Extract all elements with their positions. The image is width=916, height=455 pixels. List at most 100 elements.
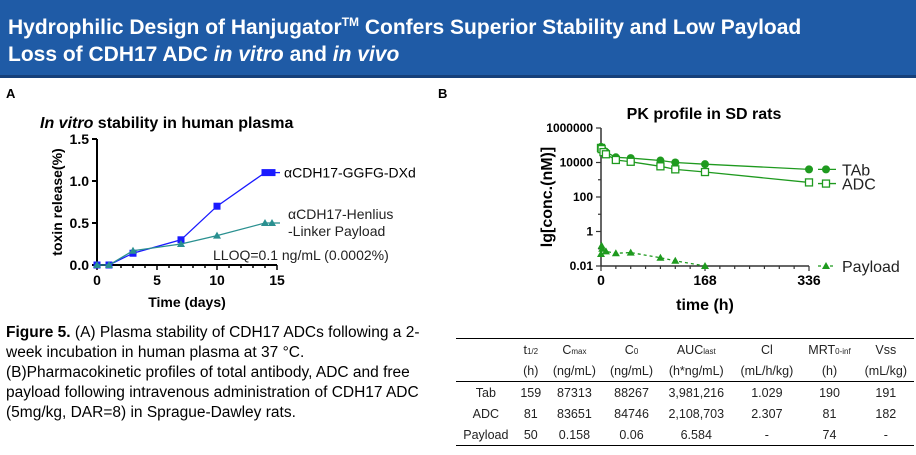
data-point — [701, 160, 709, 169]
data-point — [213, 202, 221, 210]
data-point — [701, 262, 709, 269]
data-point — [626, 248, 635, 256]
legend-label: αCDH17-GGFG-DXd — [284, 165, 416, 181]
table-cell: 6.584 — [660, 424, 733, 446]
y-tick-label: 0.01 — [570, 259, 594, 273]
chart-title: PK profile in SD rats — [627, 106, 782, 123]
x-tick-label: 0 — [93, 272, 101, 288]
data-point — [611, 249, 620, 257]
legend-label: Payload — [842, 259, 900, 276]
table-cell: 159 — [515, 381, 546, 403]
table-cell: 81 — [523, 406, 538, 421]
col-header: Cmax — [545, 338, 603, 360]
table-cell: 1.029 — [732, 381, 802, 403]
col-header: C0 — [602, 338, 661, 360]
data-point — [626, 157, 635, 166]
caption-label: Figure 5. — [6, 324, 71, 341]
table-cell: 74 — [801, 424, 858, 446]
unit: (ng/mL) — [545, 360, 603, 382]
title-text: and — [283, 43, 333, 66]
x-axis-label: time (h) — [676, 297, 734, 314]
data-point — [611, 155, 621, 165]
legend-marker — [821, 179, 831, 188]
unit: (mL/h/kg) — [732, 360, 802, 382]
data-point — [804, 178, 814, 187]
legend-label: ADC — [842, 177, 876, 194]
table-cell: 50 — [515, 424, 546, 446]
title-text: Confers Superior Stability and Low Paylo… — [359, 16, 802, 39]
data-point — [671, 165, 680, 174]
chart-title: In vitro stability in human plasma — [40, 115, 293, 132]
title-text: in vivo — [332, 43, 400, 66]
chart-title-italic: In vitro — [40, 115, 94, 132]
x-tick-label: 5 — [153, 272, 161, 288]
table-cell: 182 — [875, 406, 897, 421]
table-cell: 3,981,216 — [660, 381, 733, 403]
data-point — [671, 158, 680, 167]
col-header: Vss — [857, 338, 914, 360]
y-tick-label: 0.0 — [70, 257, 90, 273]
row-label: ADC — [472, 406, 500, 421]
legend-label: αCDH17-Henlius — [288, 206, 393, 222]
unit: (mL/kg) — [857, 360, 914, 382]
data-point — [105, 261, 113, 268]
table-cell: 191 — [857, 381, 914, 403]
panel-b-label: B — [438, 86, 448, 101]
row-label: Payload — [456, 424, 516, 446]
table-cell: 0.158 — [545, 424, 603, 446]
data-point — [671, 256, 680, 264]
lloq-annotation: LLOQ=0.1 ng/mL (0.0002%) — [213, 247, 389, 263]
x-axis-label: Time (days) — [148, 294, 226, 310]
x-tick-label: 0 — [597, 272, 605, 288]
x-tick-label: 15 — [269, 272, 285, 288]
table-row: Tab 159 87313 88267 3,981,216 1.029 190 191 — [456, 381, 914, 403]
table-cell: 0.06 — [602, 424, 661, 446]
x-tick-label: 10 — [209, 272, 225, 288]
title-text: Loss of CDH17 ADC — [8, 43, 214, 66]
data-point — [601, 247, 610, 255]
data-point — [213, 231, 221, 239]
data-point — [93, 261, 101, 268]
legend-marker — [822, 165, 830, 174]
data-point — [700, 167, 710, 177]
table-cell: - — [857, 424, 914, 446]
y-tick-label: 10000 — [560, 156, 594, 170]
title-text: Hydrophilic Design of Hanjugator — [8, 16, 342, 39]
data-point — [656, 162, 665, 171]
y-axis-label: lg[conc.(nM)] — [539, 147, 556, 247]
table-cell: 83651 — [557, 406, 592, 421]
x-tick-label: 168 — [693, 272, 717, 288]
chart-title-rest: stability in human plasma — [93, 115, 293, 132]
legend-label: -Linker Payload — [288, 223, 385, 239]
y-tick-label: 1000000 — [546, 121, 593, 135]
caption-text: (A) Plasma stability of CDH17 ADCs follo… — [6, 324, 420, 421]
unit: (h*ng/mL) — [660, 360, 733, 382]
table-header-row: t1/2 Cmax C0 AUClast Cl MRT0-inf Vss — [456, 338, 914, 360]
data-point — [177, 236, 185, 244]
legend-marker — [822, 262, 830, 269]
unit: (ng/mL) — [602, 360, 661, 382]
legend-marker — [268, 219, 276, 226]
title-text: in vitro — [213, 43, 284, 66]
col-header: t1/2 — [515, 338, 546, 360]
legend-label: TAb — [842, 162, 870, 179]
row-label: Tab — [456, 381, 516, 403]
figure-caption: Figure 5. (A) Plasma stability of CDH17 … — [6, 323, 426, 423]
unit: (h) — [801, 360, 858, 382]
table-cell: 2.307 — [751, 406, 783, 421]
table-cell: 2,108,703 — [668, 406, 725, 421]
data-point — [597, 241, 606, 249]
data-point — [177, 240, 185, 247]
y-tick-label: 1.5 — [70, 131, 90, 147]
trademark: TM — [341, 15, 360, 29]
data-point — [656, 253, 665, 261]
panel-a-label: A — [6, 86, 16, 101]
col-header: Cl — [732, 338, 802, 360]
unit: (h) — [515, 360, 546, 382]
table-cell: 88267 — [602, 381, 661, 403]
y-tick-label: 1 — [586, 225, 593, 239]
y-axis-label: toxin release(%) — [49, 148, 65, 255]
pk-parameters-table: t1/2 Cmax C0 AUClast Cl MRT0-inf Vss (h)… — [456, 338, 914, 446]
